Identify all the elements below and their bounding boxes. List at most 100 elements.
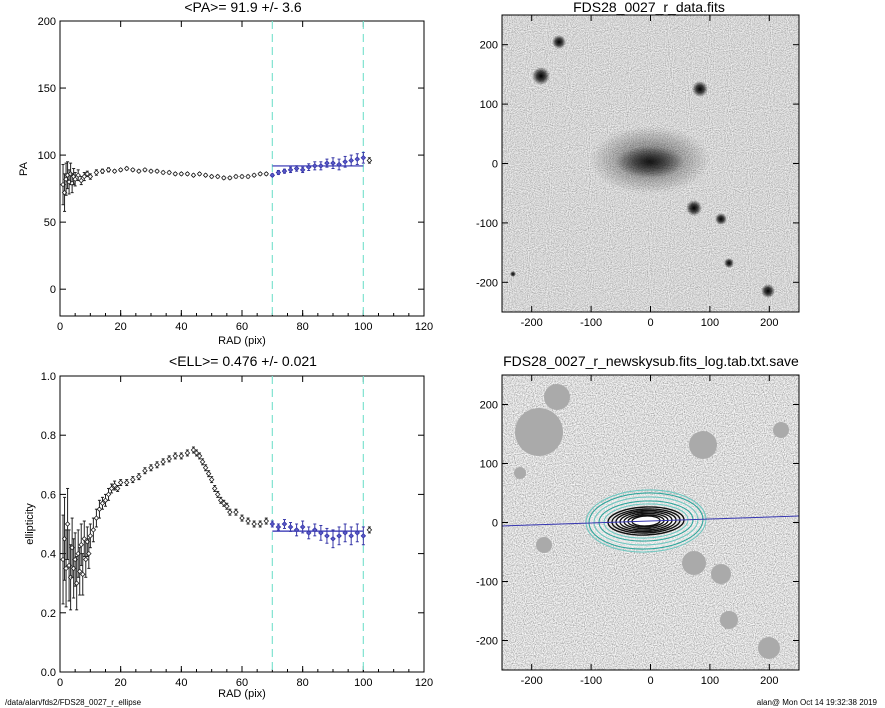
x-tick-label: 100 (701, 675, 719, 687)
data-point (172, 453, 179, 459)
pa-panel: <PA>= 91.9 +/- 3.6 0 20 40 60 80 100 120 0 50 100… (18, 0, 433, 347)
data-point (178, 171, 185, 177)
x-tick-label: 200 (760, 317, 778, 329)
data-point (93, 515, 100, 521)
y-tick-label: 0 (492, 159, 498, 171)
data-point (90, 527, 97, 533)
data-point (75, 172, 81, 178)
data-point (318, 163, 324, 169)
data-point (208, 173, 215, 180)
x-tick-label: 100 (354, 321, 372, 333)
data-point (324, 533, 330, 539)
y-tick-label: 0.6 (41, 489, 56, 501)
data-point (211, 485, 218, 492)
data-point (111, 482, 118, 489)
y-tick-label: -100 (476, 218, 498, 230)
y-tick-label: 0 (50, 284, 56, 296)
data-point (305, 164, 312, 170)
data-point (239, 515, 245, 521)
data-point (105, 167, 112, 173)
y-tick-label: 100 (480, 459, 498, 471)
data-point (154, 168, 160, 174)
data-point (202, 172, 209, 178)
x-tick-label: -100 (580, 675, 602, 687)
data-point (275, 169, 282, 176)
data-point (330, 536, 336, 542)
data-point (184, 450, 191, 456)
data-point (263, 171, 270, 177)
data-point (269, 521, 276, 527)
mask (544, 384, 570, 410)
star (692, 81, 708, 97)
data-point (205, 470, 212, 477)
data-point (342, 159, 348, 165)
data-point (64, 521, 71, 527)
data-point (312, 163, 318, 169)
data-point (190, 172, 197, 178)
data-point (78, 177, 84, 184)
data-point (227, 175, 233, 181)
footer-path: /data/alan/fds2/FDS28_0027_r_ellipse (5, 698, 142, 707)
y-tick-label: 200 (480, 40, 498, 52)
x-tick-label: 40 (175, 677, 187, 689)
data-point (99, 168, 106, 174)
data-point (348, 533, 354, 539)
data-point (96, 506, 103, 512)
data-point (86, 550, 92, 557)
data-point (160, 459, 166, 465)
data-point (251, 521, 257, 527)
y-tick-label: 0 (492, 518, 498, 530)
y-tick-label: 0.4 (41, 549, 56, 561)
mask (711, 564, 731, 584)
data-point (123, 165, 130, 172)
data-point (196, 171, 203, 177)
mask (514, 467, 526, 479)
y-tick-label: -200 (476, 636, 498, 648)
x-tick-label: -100 (580, 317, 602, 329)
data-point (184, 171, 191, 177)
data-point (73, 580, 80, 586)
data-point (99, 500, 106, 507)
star (686, 200, 702, 216)
data-point (299, 524, 306, 530)
data-point (227, 509, 233, 515)
data-point (299, 167, 306, 173)
data-point (114, 485, 121, 492)
data-point (178, 453, 185, 459)
data-point (154, 462, 160, 468)
star (510, 271, 516, 277)
data-point (336, 161, 342, 168)
ellipticity-data (60, 376, 373, 672)
data-point (287, 524, 294, 530)
data-point (190, 447, 197, 453)
y-tick-label: 0.0 (41, 667, 56, 679)
data-point (239, 173, 245, 180)
data-point (76, 568, 83, 575)
ellipticity-panel: <ELL>= 0.476 +/- 0.021 0 20 40 60 80 100 120 0.… (24, 353, 433, 700)
star (532, 67, 550, 85)
data-point (79, 571, 86, 578)
data-point (196, 453, 203, 459)
data-point (148, 464, 154, 471)
x-tick-label: 60 (236, 677, 248, 689)
data-point (67, 171, 74, 177)
mask (773, 422, 789, 438)
data-point (117, 479, 124, 486)
footer-timestamp: alan@ Mon Oct 14 19:32:38 2019 (757, 698, 878, 707)
data-point (293, 527, 300, 533)
data-point (136, 473, 142, 480)
data-point (354, 530, 361, 536)
data-image (502, 15, 799, 312)
data-point (366, 157, 373, 164)
data-point (214, 173, 221, 180)
data-point (87, 533, 94, 539)
data-point (233, 509, 239, 515)
mask (758, 637, 780, 659)
pa-data (60, 21, 373, 316)
data-point (84, 171, 91, 177)
data-point (105, 491, 112, 498)
data-point (318, 530, 324, 536)
data-point (202, 464, 209, 471)
data-point (287, 167, 294, 173)
